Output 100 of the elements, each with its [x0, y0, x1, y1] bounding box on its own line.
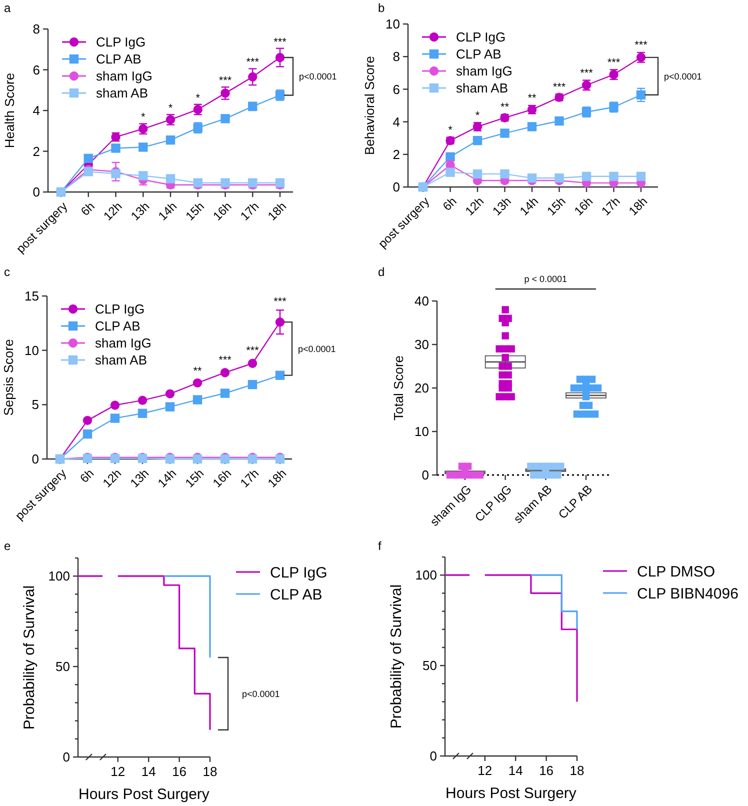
chart-title: e: [4, 539, 11, 553]
legend-label: CLP IgG: [95, 302, 145, 317]
point: [165, 389, 175, 398]
x-tick-label: 16h: [572, 194, 596, 218]
y-tick-label: 4: [32, 103, 40, 118]
x-tick-label: 18h: [265, 466, 290, 490]
annotation: **: [500, 102, 510, 114]
y-axis-title: Behavioral Score: [362, 56, 377, 155]
y-tick-label: 6: [392, 82, 400, 97]
x-tick-label: 12h: [100, 199, 125, 224]
x-tick-label: 16h: [210, 199, 234, 224]
annotation: ***: [274, 36, 288, 48]
legend-label: sham AB: [456, 80, 508, 96]
y-tick-label: 2: [392, 146, 400, 162]
text: p<0.0001: [242, 688, 280, 699]
point: [82, 416, 92, 426]
y-tick-label: 4: [392, 114, 400, 130]
text: p<0.0001: [298, 344, 336, 354]
x-tick-label: 18: [570, 763, 584, 778]
point: [111, 144, 120, 153]
x-tick-label: 15h: [182, 466, 207, 490]
point: [527, 122, 537, 132]
legend-label: sham AB: [95, 352, 148, 368]
annotation: ***: [607, 56, 621, 69]
legend-label: sham IgG: [95, 336, 152, 351]
point: [138, 142, 148, 152]
point: [500, 128, 510, 138]
y-tick-label: 0: [392, 180, 400, 195]
point: [636, 172, 646, 182]
y-tick-label: 0: [62, 750, 70, 765]
x-tick-label: 18h: [265, 199, 290, 224]
legend-label: sham IgG: [456, 64, 512, 79]
y-tick-label: 50: [56, 659, 70, 674]
annotation: ***: [634, 40, 648, 52]
point: [275, 52, 285, 62]
point: [248, 358, 258, 368]
y-axis-title: Total Score: [391, 355, 406, 421]
point: [582, 172, 592, 182]
y-axis-title: Health Score: [2, 72, 17, 148]
point: [554, 116, 564, 126]
chart-title: f: [378, 539, 382, 553]
point: [84, 167, 93, 176]
point: [166, 174, 176, 184]
point: [472, 169, 482, 179]
legend-label: CLP DMSO: [637, 563, 716, 580]
x-tick-label: 14: [141, 764, 156, 779]
x-axis-title: Hours Post Surgery: [446, 785, 577, 802]
x-tick-label: CLP IgG: [472, 482, 514, 524]
legend-label: CLP IgG: [270, 564, 328, 582]
y-tick-label: 100: [48, 568, 70, 584]
point: [446, 168, 455, 177]
y-axis-title: Probability of Survival: [388, 584, 405, 729]
legend-label: sham IgG: [96, 68, 152, 84]
point: [138, 408, 148, 418]
point: [275, 317, 285, 327]
y-tick-label: 50: [422, 658, 437, 674]
x-tick-label: 6h: [77, 466, 97, 486]
legend-label: CLP AB: [456, 46, 502, 62]
point: [110, 414, 120, 423]
annotation: ***: [552, 81, 566, 94]
annotation: ***: [274, 296, 288, 308]
y-tick-label: 0: [430, 748, 437, 764]
legend-label: CLP IgG: [96, 34, 146, 50]
x-tick-label: 17h: [238, 199, 262, 224]
x-tick-label: 14h: [156, 199, 180, 224]
y-tick-label: 2: [32, 144, 40, 159]
y-tick-label: 10: [386, 16, 400, 32]
point: [500, 169, 510, 179]
point: [609, 172, 618, 182]
x-tick-label: 16h: [210, 466, 234, 490]
point: [138, 396, 148, 405]
annotation: ***: [246, 56, 260, 69]
x-tick-label: 12: [478, 763, 492, 778]
point: [192, 378, 202, 388]
y-tick-label: 30: [414, 337, 429, 352]
point: [192, 395, 202, 404]
point: [82, 429, 92, 439]
x-tick-label: 14h: [517, 194, 542, 218]
text: p<0.0001: [299, 72, 337, 82]
x-tick-label: 14h: [155, 466, 180, 490]
x-tick-label: 18h: [626, 194, 650, 218]
x-tick-label: 13h: [128, 199, 152, 224]
chart-title: c: [4, 265, 10, 279]
y-axis-title: Sepsis Score: [1, 339, 16, 416]
point: [220, 88, 230, 98]
text: p < 0.0001: [524, 274, 568, 284]
x-tick-label: 6h: [440, 194, 460, 214]
point: [446, 152, 455, 162]
y-tick-label: 100: [415, 568, 437, 583]
y-tick-label: 8: [32, 22, 40, 37]
y-tick-label: 0: [32, 184, 40, 200]
annotation: *: [448, 124, 454, 136]
legend-label: CLP IgG: [456, 30, 506, 45]
point: [110, 400, 120, 410]
point: [165, 402, 175, 412]
point: [248, 72, 258, 82]
annotation: *: [140, 112, 146, 124]
x-tick-label: 15h: [182, 199, 207, 224]
y-tick-label: 40: [414, 294, 429, 309]
chart-title: d: [378, 265, 385, 279]
